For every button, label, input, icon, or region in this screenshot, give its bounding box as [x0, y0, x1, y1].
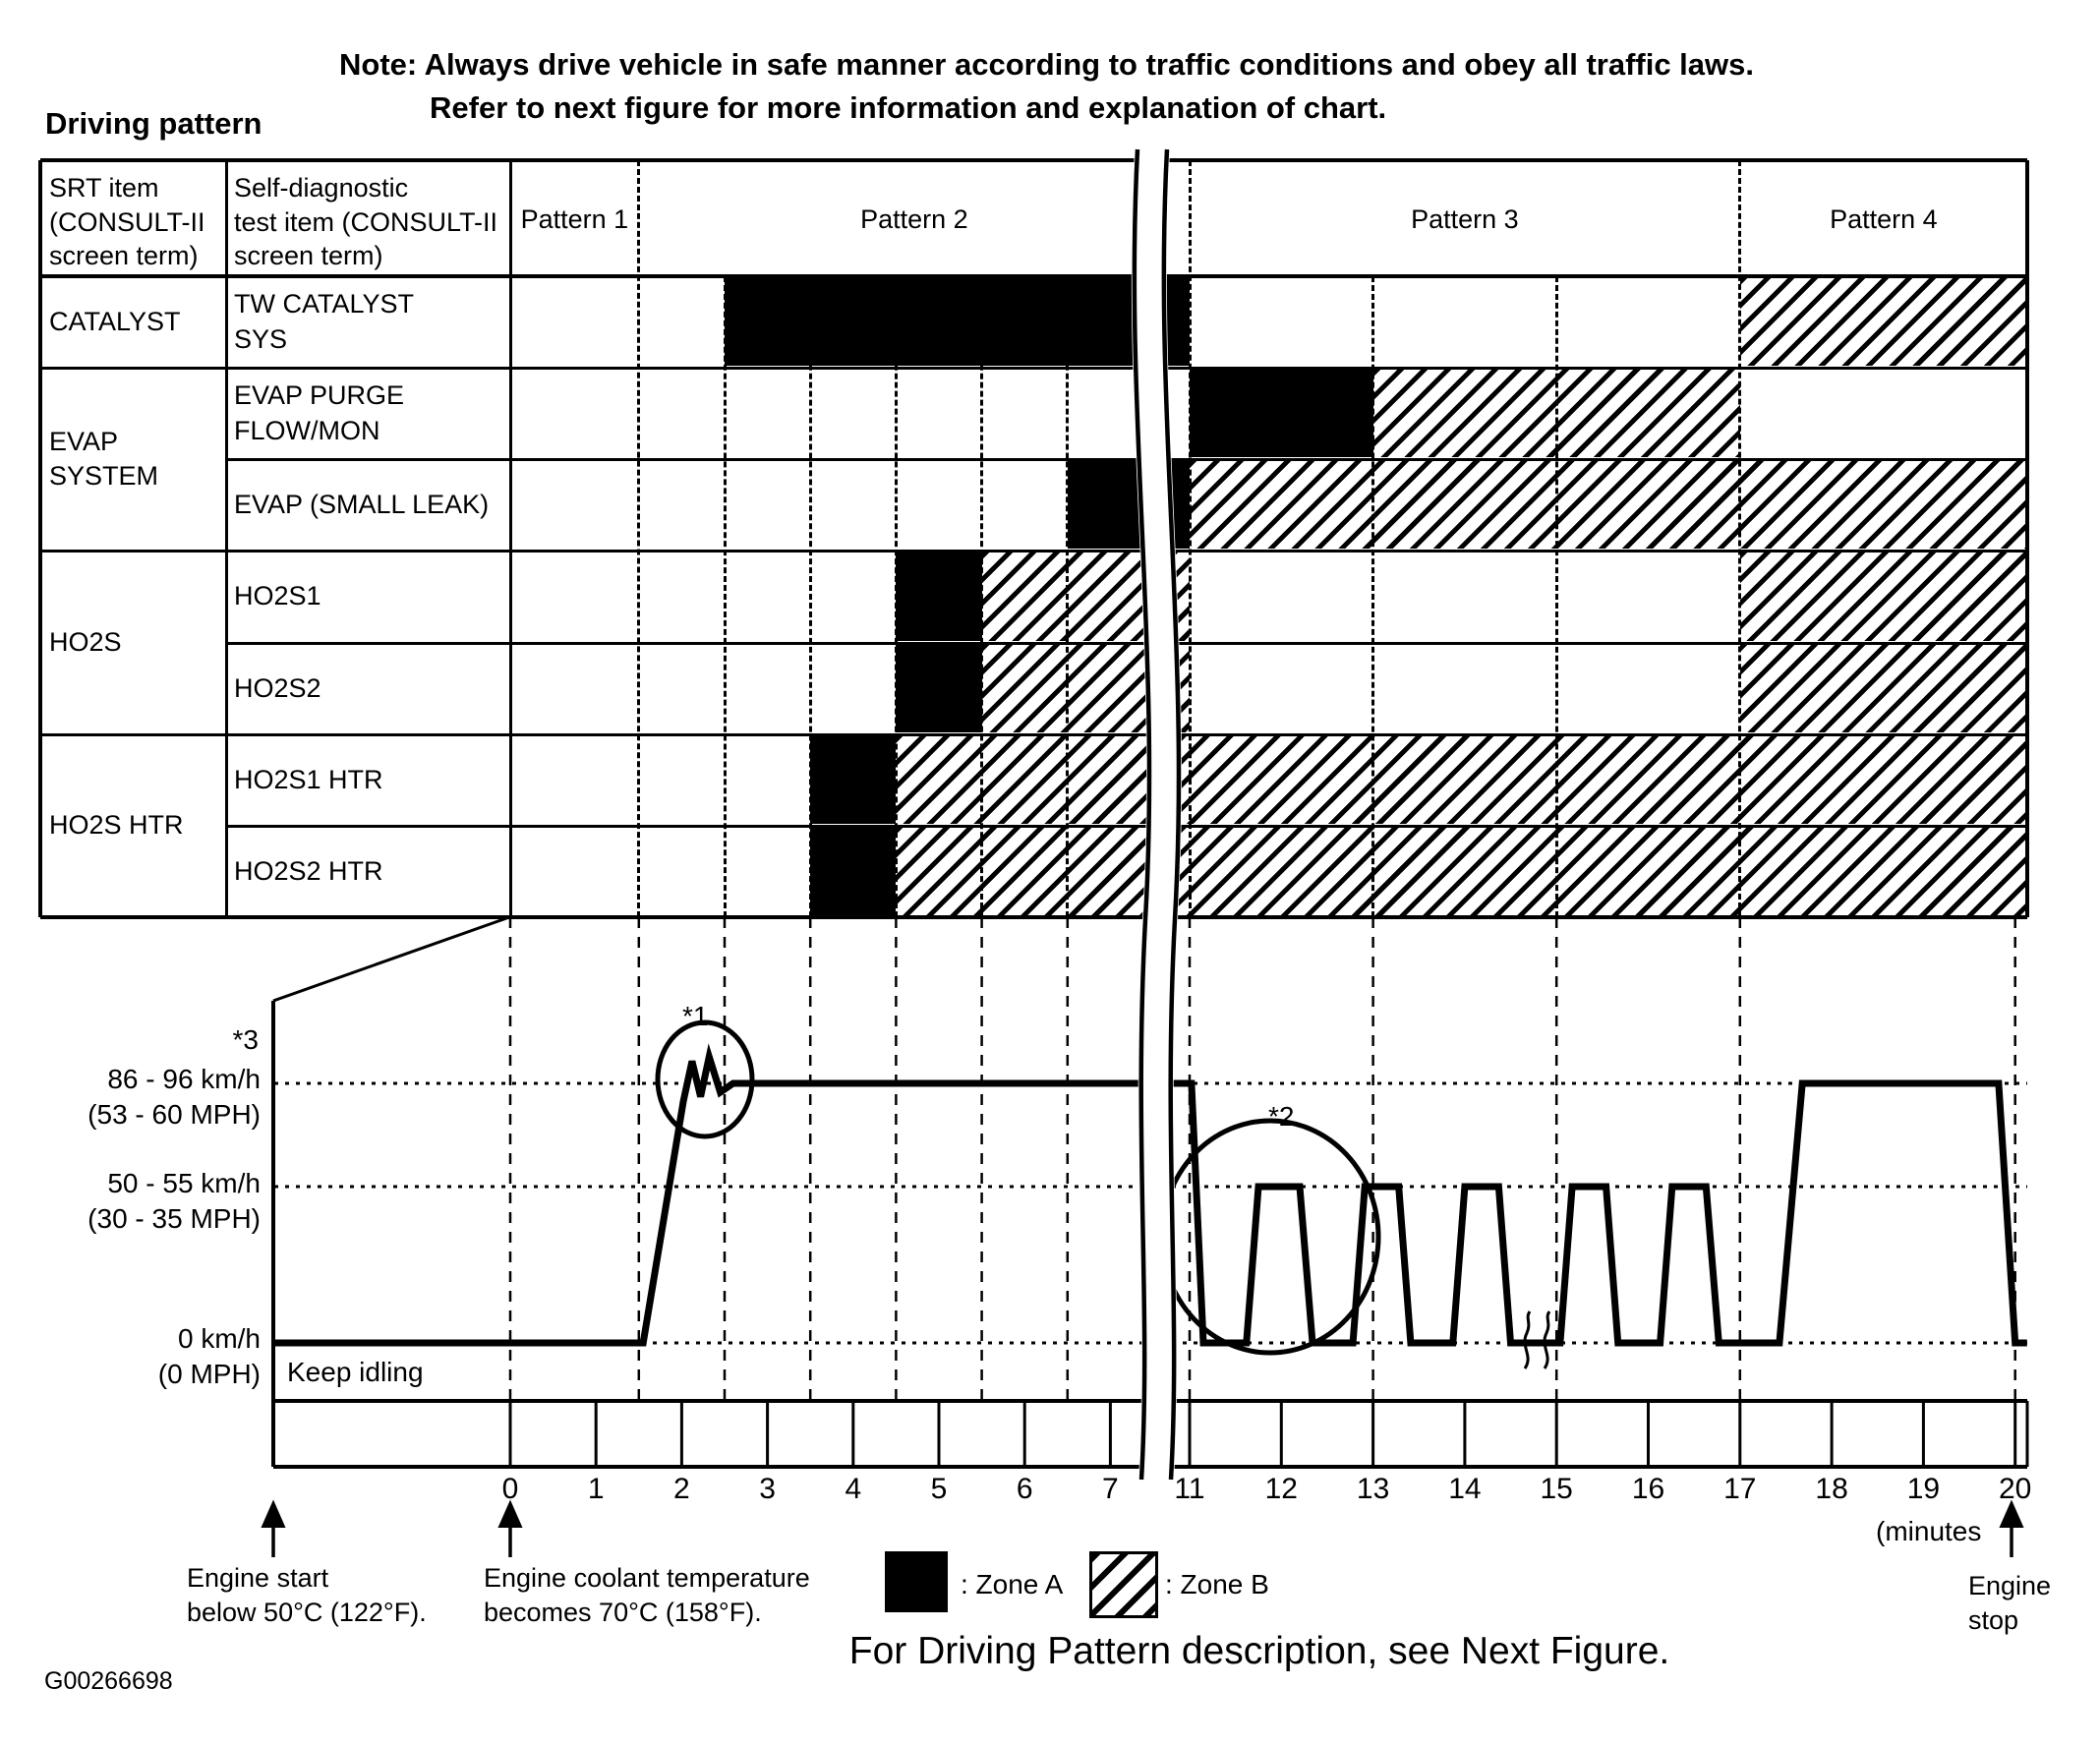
zone-b-block — [1190, 461, 2027, 549]
test-item-header: Self-diagnostic test item (CONSULT-II sc… — [234, 173, 498, 271]
zone-a-block — [725, 278, 1190, 366]
column-divider — [224, 160, 228, 917]
pattern-header-1: Pattern 1 — [520, 204, 629, 234]
axis-tick-label: 1 — [587, 1473, 605, 1505]
table-top-border — [40, 158, 2027, 162]
zone-b-block — [981, 553, 1190, 641]
table-to-graph-connector — [272, 915, 510, 1003]
test-item-cell: HO2S2 — [234, 672, 321, 703]
asterisk-2-circle — [1159, 1118, 1381, 1356]
table-gridline-dashed — [723, 276, 727, 917]
axis-tick-label: 11 — [1174, 1473, 1205, 1505]
axis-tick-label: 0 — [501, 1473, 519, 1505]
test-item-cell: HO2S1 — [234, 581, 321, 611]
engine-stop-callout: Engine stop — [1968, 1571, 2052, 1635]
axis-tick-label: 12 — [1264, 1473, 1298, 1505]
table-gridline-dashed — [1371, 276, 1375, 917]
zone-a-block — [1067, 461, 1190, 549]
zone-b-block — [981, 645, 1190, 732]
group-row-line — [40, 366, 2027, 370]
zone-b-block — [896, 736, 2027, 824]
group-row-line — [40, 732, 2027, 736]
sub-row-line — [226, 824, 2027, 828]
srt-item-cell: HO2S — [49, 626, 122, 657]
zone-b-swatch — [1089, 1551, 1158, 1618]
group-row-line — [40, 549, 2027, 553]
axis-tick-label: 6 — [1016, 1473, 1033, 1505]
srt-item-cell: HO2S HTR — [49, 810, 184, 841]
axis-tick-label: 14 — [1448, 1473, 1482, 1505]
footer-description: For Driving Pattern description, see Nex… — [848, 1630, 1670, 1672]
zone-a-label: : Zone A — [961, 1569, 1064, 1600]
pattern-header-3: Pattern 3 — [1411, 204, 1519, 234]
axis-tick-label: 17 — [1723, 1473, 1757, 1505]
note-line-1: Note: Always drive vehicle in safe manne… — [339, 47, 1755, 82]
zone-b-block — [1739, 278, 2027, 366]
srt-item-cell: EVAP SYSTEM — [49, 426, 159, 491]
axis-tick-label: 4 — [845, 1473, 862, 1505]
pattern-header-2: Pattern 2 — [860, 204, 968, 234]
asterisk-1-circle — [655, 1019, 755, 1139]
speed-trace — [272, 1043, 2027, 1347]
test-item-cell: HO2S2 HTR — [234, 855, 383, 886]
axis-tick-label: 13 — [1356, 1473, 1390, 1505]
asterisk-2-note: *2 — [1268, 1101, 1295, 1132]
asterisk-3-note: *3 — [232, 1024, 259, 1055]
axis-tick-label: 15 — [1540, 1473, 1573, 1505]
engine-start-callout: Engine start below 50°C (122°F). — [187, 1563, 427, 1627]
zone-a-block — [896, 645, 982, 732]
speed-level-high-label: 86 - 96 km/h (53 - 60 MPH) — [88, 1064, 261, 1130]
srt-item-header: SRT item (CONSULT-II screen term) — [49, 173, 205, 271]
sub-row-line — [226, 641, 2027, 645]
axis-tick-label: 2 — [673, 1473, 690, 1505]
zone-a-block — [1190, 370, 1373, 457]
sub-row-line — [226, 457, 2027, 461]
zone-a-block — [810, 828, 897, 915]
keep-idling-label: Keep idling — [287, 1357, 424, 1387]
header-bottom-border — [40, 274, 2027, 278]
zone-b-block — [1739, 645, 2027, 732]
page-title: Driving pattern — [45, 106, 262, 141]
table-gridline-dashed — [637, 160, 641, 917]
note-line-2: Refer to next figure for more informatio… — [430, 90, 1387, 125]
baseline-break-squiggle — [1523, 1310, 1532, 1369]
srt-item-cell: CATALYST — [49, 306, 181, 336]
zone-a-swatch — [885, 1551, 948, 1612]
test-item-cell: HO2S1 HTR — [234, 764, 383, 794]
axis-tick-label: 20 — [1999, 1473, 2032, 1505]
asterisk-1-note: *1 — [682, 1001, 709, 1031]
zone-b-label: : Zone B — [1165, 1569, 1269, 1600]
baseline-break-squiggle — [1543, 1310, 1551, 1369]
pattern-header-4: Pattern 4 — [1830, 204, 1938, 234]
figure-code: G00266698 — [44, 1667, 173, 1695]
axis-tick-label: 3 — [759, 1473, 776, 1505]
axis-tick-label: 18 — [1815, 1473, 1848, 1505]
zone-b-block — [896, 828, 2027, 915]
speed-level-zero-label: 0 km/h (0 MPH) — [157, 1323, 261, 1389]
axis-tick-label: 5 — [930, 1473, 948, 1505]
table-left-border — [38, 160, 42, 917]
zone-a-block — [896, 553, 982, 641]
zone-b-block — [1372, 370, 1740, 457]
axis-tick-label: 7 — [1102, 1473, 1119, 1505]
test-item-cell: TW CATALYST SYS — [234, 289, 415, 354]
minutes-unit-label: (minutes — [1876, 1516, 1982, 1546]
column-divider — [508, 160, 512, 917]
table-gridline-dashed — [808, 276, 812, 917]
speed-level-mid-label: 50 - 55 km/h (30 - 35 MPH) — [88, 1168, 261, 1234]
coolant-temperature-callout: Engine coolant temperature becomes 70°C … — [484, 1563, 810, 1627]
table-gridline-dashed — [1554, 276, 1558, 917]
test-item-cell: EVAP (SMALL LEAK) — [234, 489, 490, 519]
engine-start-arrow-head — [261, 1499, 286, 1528]
zone-a-block — [810, 736, 897, 824]
axis-tick-label: 19 — [1906, 1473, 1941, 1505]
table-right-border — [2025, 160, 2029, 917]
table-bottom-border — [40, 915, 2027, 919]
test-item-cell: EVAP PURGE FLOW/MON — [234, 380, 405, 445]
axis-tick-label: 16 — [1631, 1473, 1665, 1505]
zone-b-block — [1739, 553, 2027, 641]
